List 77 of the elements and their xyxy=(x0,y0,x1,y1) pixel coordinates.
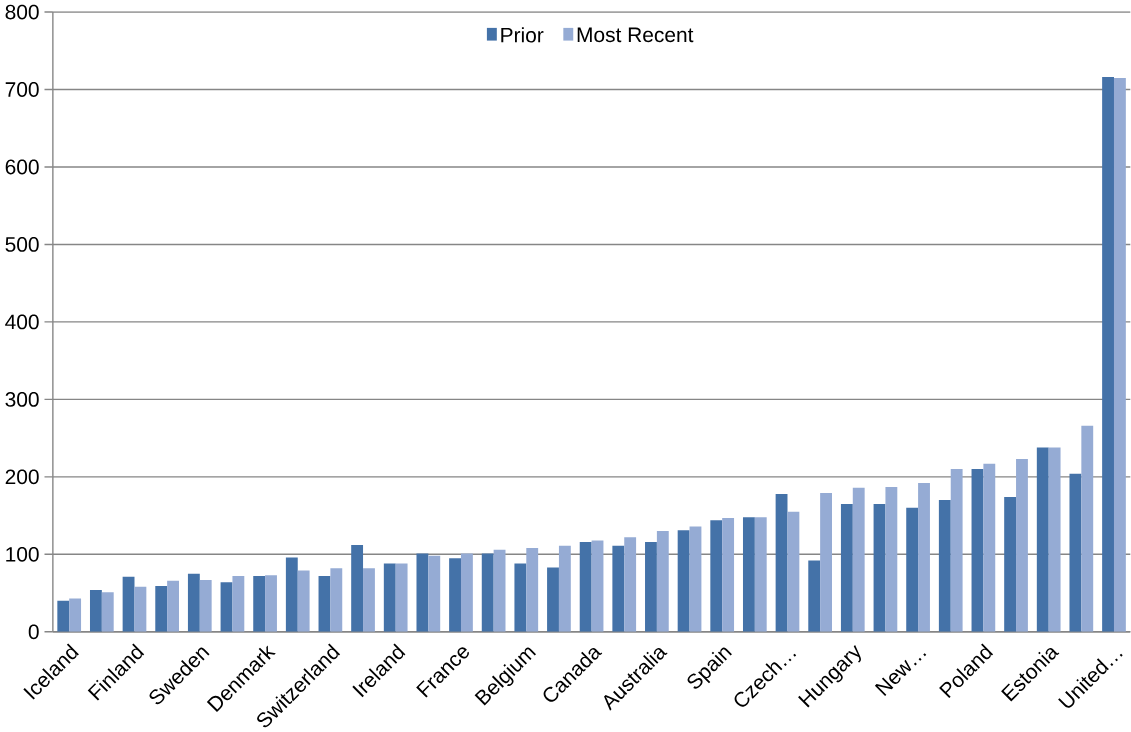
y-tick-label: 0 xyxy=(28,624,39,640)
bar xyxy=(840,504,853,632)
bar xyxy=(265,575,277,632)
bar xyxy=(232,576,245,632)
bar xyxy=(416,553,429,632)
bar xyxy=(101,592,114,632)
bar xyxy=(1113,77,1126,632)
bar xyxy=(852,487,865,632)
bar xyxy=(460,553,473,632)
bar xyxy=(155,586,168,632)
bar xyxy=(656,531,669,632)
bar xyxy=(1016,459,1028,632)
bar xyxy=(297,570,310,632)
bar xyxy=(318,576,331,632)
bar xyxy=(873,504,886,632)
bar xyxy=(1004,497,1017,632)
y-tick-label: 700 xyxy=(5,82,39,97)
legend-label: Prior xyxy=(501,27,544,43)
bar xyxy=(1102,77,1114,632)
bar xyxy=(220,582,233,632)
bar xyxy=(885,487,898,632)
bar xyxy=(742,517,755,632)
bar xyxy=(187,573,200,632)
bar xyxy=(645,542,657,632)
bar xyxy=(351,545,364,632)
bar xyxy=(514,563,527,632)
y-tick-label: 200 xyxy=(5,469,39,485)
bar xyxy=(449,558,461,632)
bar xyxy=(57,600,70,632)
bar xyxy=(134,586,147,632)
y-tick-label: 100 xyxy=(6,546,39,562)
bar xyxy=(89,590,102,632)
bar xyxy=(1069,473,1082,632)
bar xyxy=(253,576,266,632)
bar xyxy=(547,567,559,632)
bar xyxy=(1081,425,1094,632)
bar xyxy=(363,568,375,632)
bar xyxy=(579,542,592,632)
bar xyxy=(493,549,506,632)
bar xyxy=(1036,447,1049,632)
bar xyxy=(983,463,996,632)
y-tick-label: 400 xyxy=(5,314,39,330)
bar xyxy=(69,598,82,632)
bar xyxy=(167,580,179,632)
y-tick-label: 600 xyxy=(5,159,39,175)
y-tick-label: 500 xyxy=(5,237,39,252)
bar xyxy=(199,579,212,632)
bar xyxy=(591,540,604,632)
bar xyxy=(526,548,539,632)
bar xyxy=(689,526,702,632)
bar xyxy=(906,507,919,632)
bar xyxy=(808,560,821,632)
bar xyxy=(775,493,788,632)
bar xyxy=(481,553,494,632)
bar xyxy=(710,520,723,632)
bar xyxy=(820,493,832,632)
bar xyxy=(612,545,625,632)
bar xyxy=(677,530,690,632)
bar xyxy=(558,545,571,632)
bar xyxy=(122,576,135,632)
bar xyxy=(383,563,396,632)
bar xyxy=(971,469,984,632)
bar xyxy=(950,469,963,632)
bar xyxy=(722,517,735,632)
bar xyxy=(918,483,930,632)
y-tick-label: 300 xyxy=(5,392,39,407)
legend-label: Most Recent xyxy=(577,27,694,43)
bar xyxy=(1048,447,1061,632)
bar xyxy=(938,500,951,632)
bar xyxy=(754,517,767,632)
y-tick-label: 800 xyxy=(5,4,39,20)
bar xyxy=(285,557,298,632)
bar xyxy=(787,511,800,632)
bar xyxy=(428,555,441,632)
bar xyxy=(330,568,343,632)
bar xyxy=(395,563,408,632)
bar xyxy=(624,537,637,632)
